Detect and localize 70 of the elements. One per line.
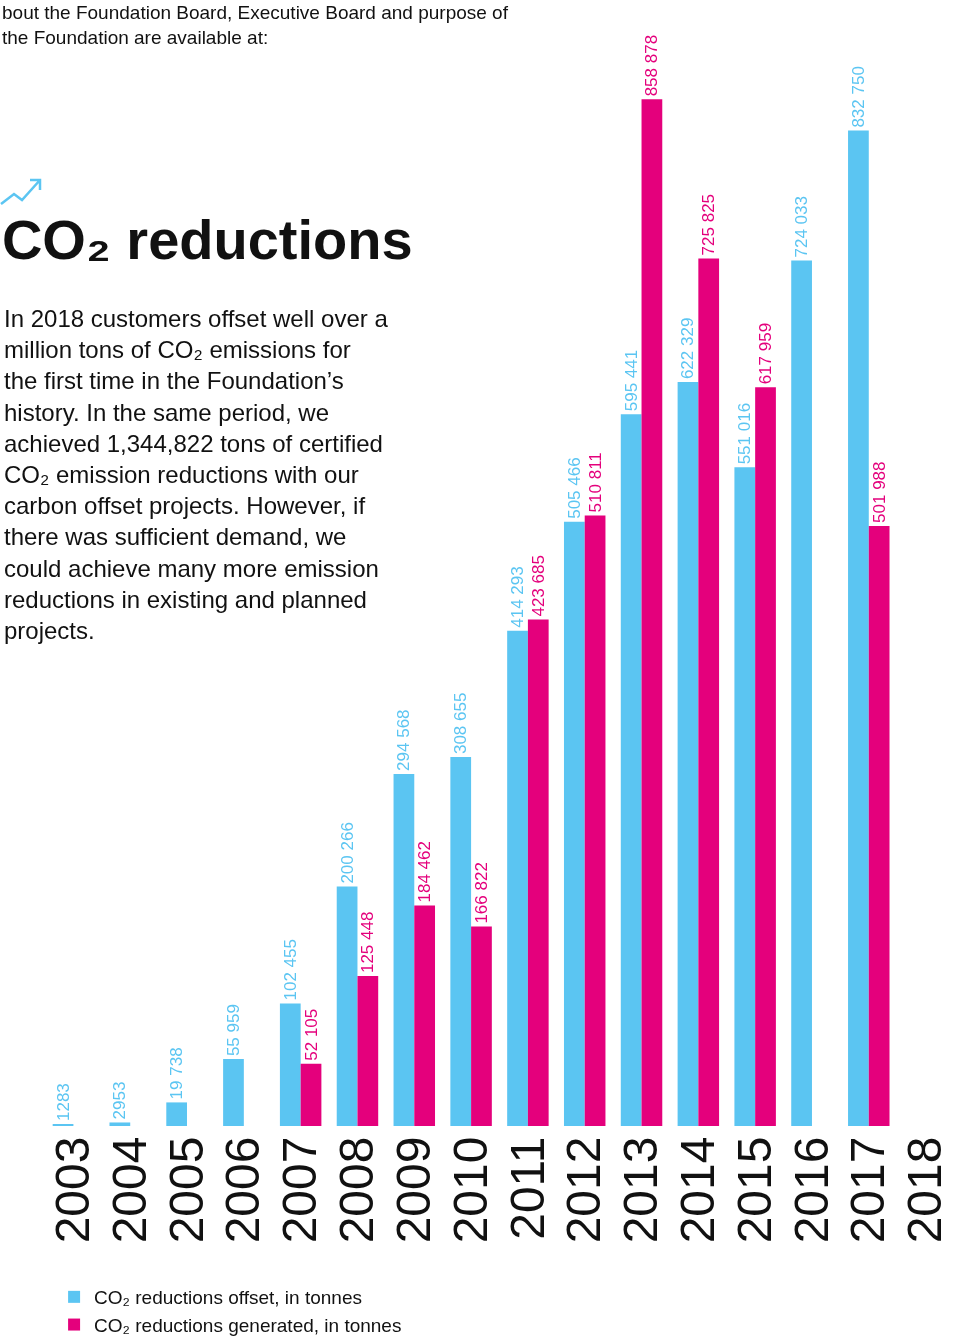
bar	[868, 525, 890, 1126]
bar	[848, 130, 869, 1126]
x-tick-label: 2012	[557, 1136, 611, 1244]
bar	[393, 773, 415, 1126]
data-label: 102 455	[280, 939, 300, 1001]
data-label: 55 959	[223, 1004, 243, 1057]
data-label: 617 959	[756, 322, 776, 385]
x-tick-label: 2018	[898, 1136, 952, 1244]
x-tick-label: 2009	[386, 1136, 440, 1244]
data-label: 2953	[110, 1081, 130, 1120]
bar	[336, 886, 358, 1126]
data-label: 724 033	[792, 196, 812, 258]
bar	[563, 521, 585, 1126]
data-label: 505 466	[564, 457, 584, 519]
bar	[450, 757, 472, 1126]
data-label: 200 266	[337, 822, 357, 884]
x-tick-label: 2004	[102, 1136, 156, 1244]
data-label: 19 738	[167, 1047, 187, 1100]
data-label: 423 685	[528, 555, 548, 617]
x-tick-label: 2014	[670, 1136, 724, 1244]
bar	[109, 1122, 131, 1126]
x-tick-label: 2007	[273, 1136, 327, 1244]
data-label: 1283	[53, 1083, 73, 1121]
legend-label: CO₂ reductions offset, in tonnes	[94, 1287, 362, 1309]
bar	[471, 926, 492, 1126]
bar	[584, 515, 606, 1126]
bar	[357, 976, 379, 1126]
data-label: 595 441	[621, 349, 641, 412]
x-tick-label: 2005	[159, 1136, 213, 1244]
x-tick-label: 2011	[500, 1136, 554, 1240]
x-tick-label: 2003	[46, 1136, 100, 1244]
data-label: 125 448	[358, 911, 378, 974]
data-label: 308 655	[451, 692, 471, 755]
data-label: 622 329	[678, 317, 698, 380]
data-label: 832 750	[848, 66, 868, 128]
bar	[300, 1063, 322, 1126]
data-label: 294 568	[394, 709, 414, 771]
annotation: bout the Foundation Board, Executive Board and purpose of the Foundation are available at:	[2, 2, 509, 48]
x-tick-label: 2013	[614, 1136, 668, 1244]
bar	[755, 387, 776, 1126]
text: CO₂ reductions	[1, 208, 413, 272]
bar	[698, 258, 720, 1126]
bar	[166, 1102, 188, 1126]
x-tick-label: 2015	[727, 1136, 781, 1244]
data-label: 414 293	[508, 566, 528, 628]
x-tick-label: 2008	[330, 1136, 384, 1244]
data-label: 858 878	[642, 34, 662, 97]
bar	[734, 467, 756, 1126]
x-tick-label: 2016	[784, 1136, 838, 1244]
data-label: 184 462	[415, 841, 435, 903]
data-label: 551 016	[735, 402, 755, 465]
data-label: 52 105	[301, 1008, 321, 1061]
legend-label: CO₂ reductions generated, in tonnes	[94, 1314, 402, 1336]
x-tick-label: 2017	[841, 1136, 895, 1244]
x-tick-label: 2006	[216, 1136, 270, 1244]
data-label: 501 988	[869, 461, 889, 523]
bar	[223, 1059, 244, 1126]
bar	[791, 260, 812, 1126]
bar	[507, 630, 528, 1126]
text: In 2018 customers offset well over a million tons of CO₂ emissions for the first time in the Foundation’s history. In the same period, we achieved 1,344,822 tons of certified CO₂ emission reductions with our carbon offset projects. However, if there was sufficient demand, we could achieve many more emission reductions in existing and planned projects.	[4, 305, 388, 644]
bar	[279, 1003, 301, 1126]
bar	[641, 99, 663, 1126]
data-label: 166 822	[471, 862, 491, 924]
bar	[620, 414, 642, 1126]
bar	[677, 382, 699, 1126]
data-label: 510 811	[585, 452, 605, 513]
data-label: 725 825	[699, 193, 719, 256]
bar	[414, 905, 436, 1126]
bar	[527, 619, 549, 1126]
x-tick-label: 2010	[443, 1136, 497, 1244]
